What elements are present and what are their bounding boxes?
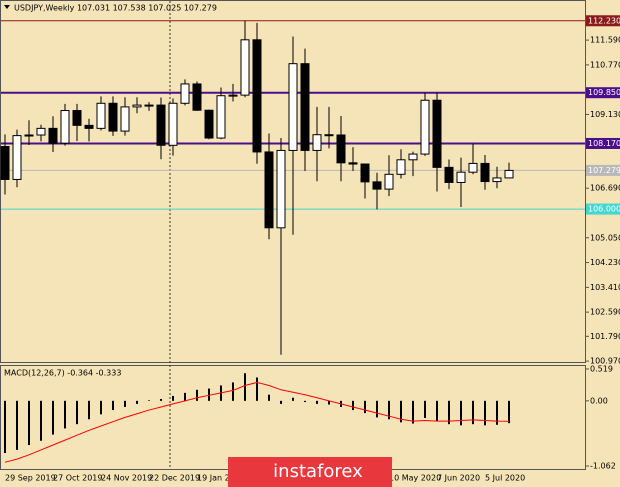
- x-tick-label: 27 Oct 2019: [53, 474, 102, 483]
- y-tick-label: 105.050: [590, 233, 620, 242]
- x-tick-label: 7 Jun 2020: [437, 474, 480, 483]
- candle-body: [60, 110, 70, 144]
- candle-body: [144, 104, 154, 107]
- level-label: 112.230: [588, 16, 620, 25]
- level-label: 107.279: [588, 166, 620, 175]
- candle-body: [324, 134, 334, 137]
- candle-body: [204, 109, 214, 139]
- level-box: [586, 15, 620, 27]
- candle-body: [444, 166, 454, 183]
- y-tick-label: 109.130: [590, 110, 620, 119]
- candle-body: [312, 134, 322, 151]
- y-tick-label: 103.410: [590, 283, 620, 292]
- candle-body: [276, 149, 286, 229]
- candle-body: [300, 63, 310, 151]
- candle-body: [504, 169, 514, 179]
- candle-body: [0, 145, 10, 180]
- macd-title: MACD(12,26,7) -0.364 -0.333: [4, 369, 121, 378]
- chart-title: USDJPY,Weekly 107.031 107.538 107.025 10…: [14, 4, 217, 13]
- y-tick-label: 110.770: [590, 60, 620, 69]
- candle-body: [108, 102, 118, 132]
- candle-body: [132, 104, 142, 108]
- y-tick-label: -1.062: [590, 462, 616, 471]
- signal-line: [4, 381, 510, 463]
- candle-body: [120, 106, 130, 132]
- candle-body: [480, 162, 490, 183]
- watermark-banner: [228, 457, 392, 487]
- candle-body: [36, 127, 46, 136]
- candle-body: [192, 83, 202, 111]
- title-icon: [4, 5, 10, 9]
- candle-body: [336, 134, 346, 164]
- y-tick-label: 0.519: [590, 365, 613, 374]
- level-label: 109.850: [588, 88, 620, 97]
- candle-body: [84, 124, 94, 129]
- candle-body: [12, 135, 22, 180]
- candle-body: [288, 63, 298, 151]
- level-label: 108.170: [588, 139, 620, 148]
- y-tick-label: 104.230: [590, 258, 620, 267]
- candle-body: [420, 99, 430, 155]
- level-label: 106.000: [588, 205, 620, 214]
- y-tick-label: 102.590: [590, 308, 620, 317]
- y-tick-label: 100.970: [590, 357, 620, 366]
- level-box: [586, 137, 620, 149]
- level-box: [586, 203, 620, 215]
- candle-body: [360, 163, 370, 183]
- candle-body: [492, 177, 502, 183]
- candle-body: [24, 134, 34, 137]
- y-tick-label: 111.590: [590, 36, 620, 45]
- y-tick-label: 0.00: [590, 396, 608, 405]
- candle-body: [252, 39, 262, 153]
- y-tick-label: 106.690: [590, 184, 620, 193]
- candle-body: [468, 162, 478, 173]
- level-box: [586, 164, 620, 176]
- x-tick-label: 5 Jul 2020: [485, 474, 525, 483]
- candle-body: [72, 110, 82, 126]
- candle-body: [456, 171, 466, 183]
- candle-body: [408, 153, 418, 161]
- candle-body: [396, 159, 406, 175]
- candle-body: [180, 83, 190, 104]
- candle-body: [264, 151, 274, 229]
- candle-body: [96, 102, 106, 129]
- x-tick-label: 10 May 2020: [389, 474, 441, 483]
- x-tick-label: 22 Dec 2019: [149, 474, 200, 483]
- candle-body: [228, 94, 238, 97]
- x-tick-label: 24 Nov 2019: [101, 474, 152, 483]
- level-box: [586, 87, 620, 99]
- y-tick-label: 101.790: [590, 332, 620, 341]
- x-tick-label: 29 Sep 2019: [5, 474, 56, 483]
- x-tick-label: 19 Jan 2020: [197, 474, 245, 483]
- candle-body: [432, 99, 442, 168]
- candle-body: [348, 162, 358, 165]
- candle-body: [216, 95, 226, 139]
- macd-pane: [0, 365, 586, 470]
- candle-body: [168, 102, 178, 146]
- candle-body: [48, 127, 58, 144]
- candle-body: [240, 39, 250, 96]
- watermark: instaforex: [273, 461, 363, 482]
- candle-body: [372, 181, 382, 190]
- candle-body: [156, 104, 166, 146]
- candle-body: [384, 173, 394, 190]
